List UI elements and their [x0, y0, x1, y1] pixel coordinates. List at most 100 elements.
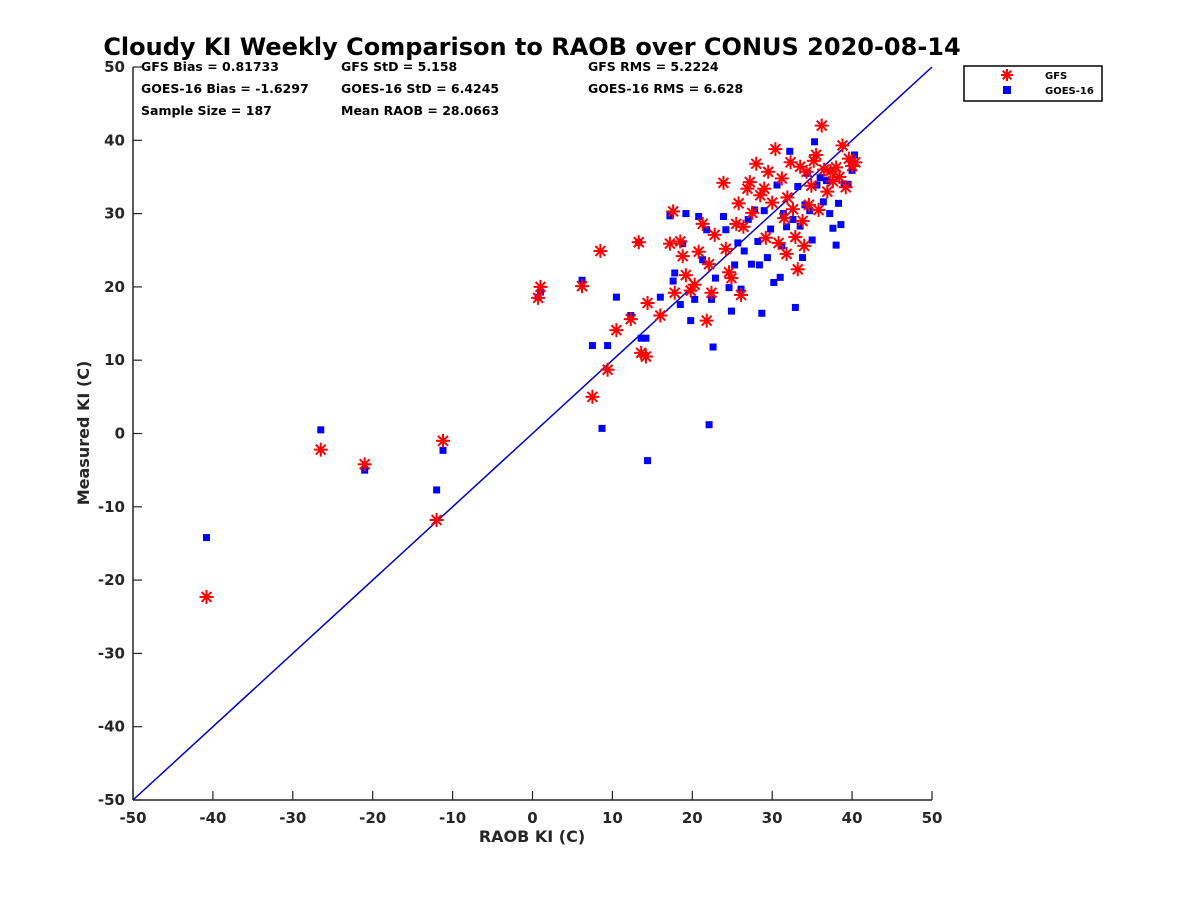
gfs-point	[838, 180, 853, 195]
y-tick-label: -50	[98, 791, 125, 809]
y-tick-label: -30	[98, 644, 125, 662]
x-tick-label: -30	[279, 809, 306, 827]
goes16-point	[832, 241, 840, 249]
gfs-point	[687, 277, 702, 292]
x-tick-label: -40	[199, 809, 226, 827]
gfs-point	[653, 308, 668, 323]
gfs-point	[707, 227, 722, 242]
gfs-point	[702, 257, 717, 272]
gfs-point	[638, 349, 653, 364]
goes16-point	[734, 239, 742, 247]
goes16-point	[671, 269, 679, 277]
goes16-point	[837, 221, 845, 229]
gfs-point	[809, 147, 824, 162]
gfs-point	[718, 241, 733, 256]
gfs-point	[777, 210, 792, 225]
gfs-point	[731, 196, 746, 211]
goes16-point	[317, 426, 325, 434]
y-tick-label: 40	[104, 131, 125, 149]
y-tick-label: -40	[98, 718, 125, 736]
goes16-point	[754, 237, 762, 245]
legend: GFS GOES-16	[963, 65, 1103, 102]
goes16-point	[770, 279, 778, 287]
goes16-point	[850, 151, 858, 159]
goes16-point	[699, 256, 707, 264]
gfs-point	[675, 249, 690, 264]
x-tick-label: -50	[119, 809, 146, 827]
gfs-point	[678, 268, 693, 283]
gfs-point	[600, 362, 615, 377]
goes16-point	[644, 457, 652, 465]
goes16-point	[794, 182, 802, 190]
goes16-point	[656, 293, 664, 301]
gfs-point	[673, 234, 688, 249]
gfs-point	[832, 169, 847, 184]
goes16-point	[816, 174, 824, 182]
gfs-point	[771, 235, 786, 250]
axes: -50 -40 -30 -20 -10 0 10 20 30 40 50 -50 -40 -30 -20 -1…	[98, 58, 943, 827]
gfs-point	[662, 236, 677, 251]
gfs-point	[761, 164, 776, 179]
gfs-point	[609, 323, 624, 338]
gfs-point	[357, 457, 372, 472]
goes16-point	[669, 277, 677, 285]
goes16-point	[203, 534, 211, 542]
gfs-point	[691, 244, 706, 259]
goes16-point	[763, 254, 771, 262]
gfs-point	[704, 285, 719, 300]
gfs-point	[575, 279, 590, 294]
gfs-point	[785, 202, 800, 217]
gfs-point	[699, 313, 714, 328]
goes16-point	[819, 198, 827, 206]
goes16-point	[687, 317, 695, 325]
gfs-point	[667, 285, 682, 300]
stat-goes-std: GOES-16 StD = 6.4245	[341, 81, 499, 96]
gfs-point	[780, 190, 795, 205]
gfs-point	[768, 142, 783, 157]
gfs-point	[788, 230, 803, 245]
goes16-point	[758, 309, 766, 317]
one-to-one-line-path	[132, 66, 933, 801]
gfs-point	[745, 205, 760, 220]
legend-box	[963, 65, 1103, 102]
y-tick-label: 50	[104, 58, 125, 76]
x-tick-label: 50	[922, 809, 943, 827]
gfs-point	[199, 589, 214, 604]
goes16-point	[433, 486, 441, 494]
goes16-point	[691, 295, 699, 303]
gfs-point	[742, 175, 757, 190]
goes16-point	[747, 260, 755, 268]
legend-goes16-marker	[1003, 86, 1011, 94]
stat-mean-raob: Mean RAOB = 28.0663	[341, 103, 499, 118]
goes16-point	[783, 223, 791, 231]
goes16-point	[612, 293, 620, 301]
x-tick-label: -10	[439, 809, 466, 827]
gfs-point	[801, 197, 816, 212]
gfs-series	[199, 118, 863, 604]
gfs-point	[695, 216, 710, 231]
gfs-point	[724, 271, 739, 286]
gfs-point	[436, 433, 451, 448]
goes16-point	[796, 222, 804, 230]
stat-goes-bias: GOES-16 Bias = -1.6297	[141, 81, 309, 96]
goes16-point	[705, 421, 713, 429]
goes16-point	[760, 207, 768, 215]
gfs-point	[640, 296, 655, 311]
y-tick-label: 20	[104, 278, 125, 296]
x-tick-label: 10	[602, 809, 623, 827]
stats-block: GFS Bias = 0.81733 GFS StD = 5.158 GFS R…	[141, 59, 743, 118]
goes16-point	[727, 307, 735, 315]
gfs-point	[757, 181, 772, 196]
gfs-point	[820, 184, 835, 199]
y-axis-label: Measured KI (C)	[74, 361, 93, 506]
goes16-point	[767, 225, 775, 233]
goes16-point	[682, 210, 690, 218]
gfs-point	[797, 238, 812, 253]
x-tick-label: 20	[682, 809, 703, 827]
goes16-point	[637, 334, 645, 342]
goes16-point	[811, 138, 819, 146]
goes16-point	[722, 226, 730, 234]
goes16-point	[642, 334, 650, 342]
one-to-one-line	[132, 66, 933, 801]
